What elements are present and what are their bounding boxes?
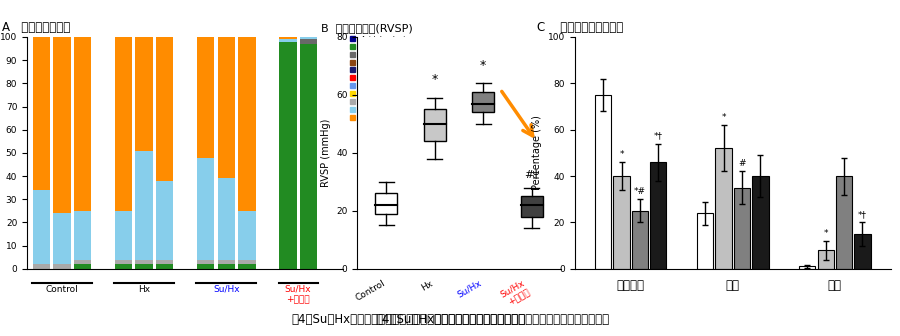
Bar [716,148,732,269]
Bar [279,39,297,42]
Text: *: * [824,228,828,238]
Bar [279,42,297,269]
Bar [32,37,50,190]
Bar [197,259,214,264]
Text: 図4．Su／Hxラットに対する抗菌薬による: 図4．Su／Hxラットに対する抗菌薬による [375,313,525,326]
Bar [279,37,297,39]
Bar [135,259,153,264]
Bar [472,92,494,112]
Bar [836,176,852,269]
Y-axis label: RVSP (mmHg): RVSP (mmHg) [320,119,330,187]
Bar [238,211,256,259]
Bar [854,234,870,269]
Bar [817,250,833,269]
Bar [614,176,630,269]
Text: A   腸内細菌叢組成: A 腸内細菌叢組成 [2,22,70,34]
Bar [238,264,256,269]
Bar [74,264,91,269]
Bar [197,264,214,269]
Text: *: * [722,113,726,122]
Bar [156,264,174,269]
Bar [218,178,235,259]
Text: B  右室収縮期圧(RVSP): B 右室収縮期圧(RVSP) [320,24,412,33]
Bar [115,259,132,264]
Text: #: # [738,159,746,168]
Bar [74,259,91,264]
Bar [734,187,751,269]
Bar [135,37,153,151]
Bar [218,264,235,269]
Bar [799,266,815,269]
Bar [197,37,214,158]
Bar [197,158,214,259]
Bar [115,37,132,211]
Bar [238,259,256,264]
Text: *†: *† [653,131,662,140]
Bar [32,190,50,264]
Bar [156,259,174,264]
Text: *: * [432,73,438,86]
Text: C    肺血管リモデリング: C 肺血管リモデリング [536,22,623,34]
Bar [74,211,91,259]
Bar [115,264,132,269]
Bar [595,95,611,269]
Bar [218,37,235,178]
Bar [632,211,648,269]
Bar [238,37,256,211]
Text: *: * [619,150,624,159]
Bar [156,37,174,181]
Bar [115,211,132,259]
Bar [300,39,317,44]
Bar [32,264,50,269]
Text: *: * [480,59,486,72]
Bar [53,264,71,269]
Text: #†: #† [524,169,539,179]
Text: *#: *# [634,187,646,196]
Bar [53,213,71,264]
Bar [752,176,769,269]
Bar [74,37,91,211]
Bar [135,151,153,259]
Bar [135,264,153,269]
Bar [156,181,174,259]
Y-axis label: Percentage (%): Percentage (%) [532,116,542,190]
Legend: Acidobacteria, Proteobacteria, Actinobacteria, Chloroflexi, Cyanobacteria, Fusob: Acidobacteria, Proteobacteria, Actinobac… [350,36,421,121]
Text: *†: *† [858,210,867,219]
Bar [300,44,317,269]
Bar [698,213,714,269]
Bar [650,162,667,269]
Bar [218,259,235,264]
Text: 図4．Su／Hxラットに対する抗菌薬による細菌叢修飾と血行動態、肺血管リモデリングへの影響: 図4．Su／Hxラットに対する抗菌薬による細菌叢修飾と血行動態、肺血管リモデリン… [291,313,609,326]
Bar [424,110,446,141]
Bar [53,37,71,213]
Bar [521,196,543,217]
Bar [300,37,317,39]
Bar [375,194,397,214]
